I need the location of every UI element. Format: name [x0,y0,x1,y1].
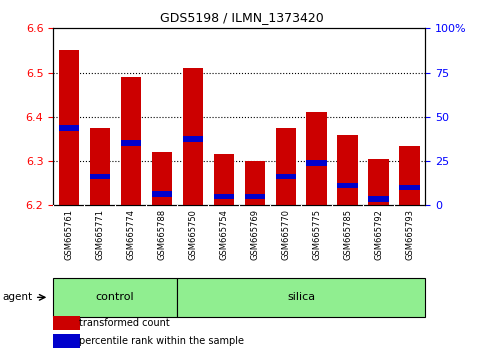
Bar [183,136,203,142]
Bar [244,161,265,205]
Text: agent: agent [2,292,32,302]
Bar [53,334,80,348]
Bar [275,174,296,179]
Bar [121,141,141,146]
Bar [152,192,171,197]
Bar [399,145,420,205]
Bar [369,159,389,205]
Text: GSM665774: GSM665774 [126,209,135,260]
Bar [338,183,357,188]
Bar [58,125,79,131]
Bar [53,316,80,330]
Bar [121,77,141,205]
Bar [152,152,171,205]
Text: control: control [96,292,134,302]
Text: GDS5198 / ILMN_1373420: GDS5198 / ILMN_1373420 [159,11,324,24]
Bar [244,194,265,199]
Text: GSM665761: GSM665761 [64,209,73,260]
Text: silica: silica [287,292,315,302]
Text: GSM665793: GSM665793 [405,209,414,260]
Text: transformed count: transformed count [79,318,170,328]
Text: GSM665785: GSM665785 [343,209,352,260]
Bar [307,113,327,205]
Text: percentile rank within the sample: percentile rank within the sample [79,336,244,346]
Bar [183,68,203,205]
Text: GSM665770: GSM665770 [281,209,290,260]
Bar [89,128,110,205]
Text: GSM665754: GSM665754 [219,209,228,260]
Bar [58,51,79,205]
Bar [213,154,234,205]
Text: GSM665750: GSM665750 [188,209,197,260]
Bar [369,196,389,201]
Text: GSM665769: GSM665769 [250,209,259,260]
Bar [307,160,327,166]
Text: GSM665792: GSM665792 [374,209,383,260]
Bar [338,135,357,205]
Bar [275,128,296,205]
Bar [177,278,425,317]
Bar [89,174,110,179]
Bar [399,185,420,190]
Bar [53,278,177,317]
Bar [213,194,234,199]
Text: GSM665775: GSM665775 [312,209,321,260]
Text: GSM665771: GSM665771 [95,209,104,260]
Text: GSM665788: GSM665788 [157,209,166,260]
